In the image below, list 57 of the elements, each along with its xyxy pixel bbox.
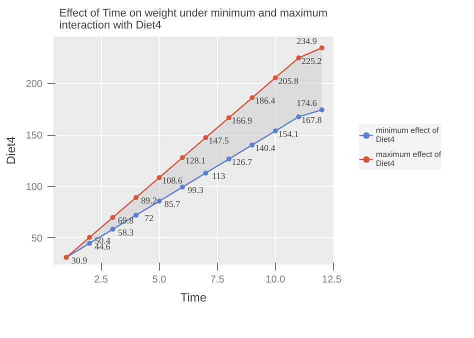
data-label: 167.8 [302,114,322,125]
data-label: 126.7 [232,157,253,168]
data-label: 113 [212,171,226,182]
point [319,45,324,50]
x-tick-label: 5.0 [152,274,167,286]
y-tick-label: 200 [26,79,43,90]
y-tick-label: 50 [31,233,43,244]
data-label: 128.1 [185,156,206,166]
point [133,212,138,218]
data-label: 186.4 [255,96,276,106]
point [226,156,232,162]
data-label: 154.1 [278,128,299,139]
point [296,55,302,60]
legend-label: maximum effect of Diet4 [376,148,442,170]
point [133,195,138,200]
chart-title: Effect of Time on weight under minimum and maximum interaction with Diet4 [59,8,328,32]
point [87,234,92,240]
x-tick-label: 2.5 [94,274,109,286]
point [272,128,278,134]
data-label: 174.6 [296,98,318,108]
point [156,198,162,204]
data-label: 234.9 [296,36,318,46]
point [87,240,92,246]
data-label: 72 [144,213,154,224]
data-label: 99.3 [188,185,204,196]
point [296,114,302,120]
data-label: 166.9 [232,116,253,126]
data-label: 89.2 [141,196,157,206]
point [226,115,232,120]
point [250,95,255,100]
x-axis-title: Time [180,290,207,304]
data-label: 58.3 [118,227,134,238]
y-tick-label: 100 [26,182,43,193]
x-tick-label: 10.0 [266,274,286,286]
data-label: 50.4 [94,235,111,246]
x-tick-label: 7.5 [210,274,225,286]
data-label: 147.5 [208,136,230,146]
data-label: 140.4 [255,142,276,153]
y-axis-title: Diet4 [4,136,18,165]
data-label: 30.9 [71,255,88,266]
point [180,184,185,190]
y-tick-label: 150 [26,130,43,142]
point [272,75,278,80]
data-label: 108.6 [162,176,183,186]
point [203,135,208,140]
point [156,175,162,180]
point [110,226,116,232]
point [203,170,208,176]
data-label: 205.8 [278,76,300,86]
data-label: 85.7 [164,199,181,210]
point [250,142,255,148]
point [110,214,116,220]
legend-label: minimum effect of Diet4 [376,124,439,146]
point [180,155,185,160]
x-tick-label: 12.5 [322,274,342,286]
point [319,107,324,112]
data-label: 225.2 [302,56,322,66]
